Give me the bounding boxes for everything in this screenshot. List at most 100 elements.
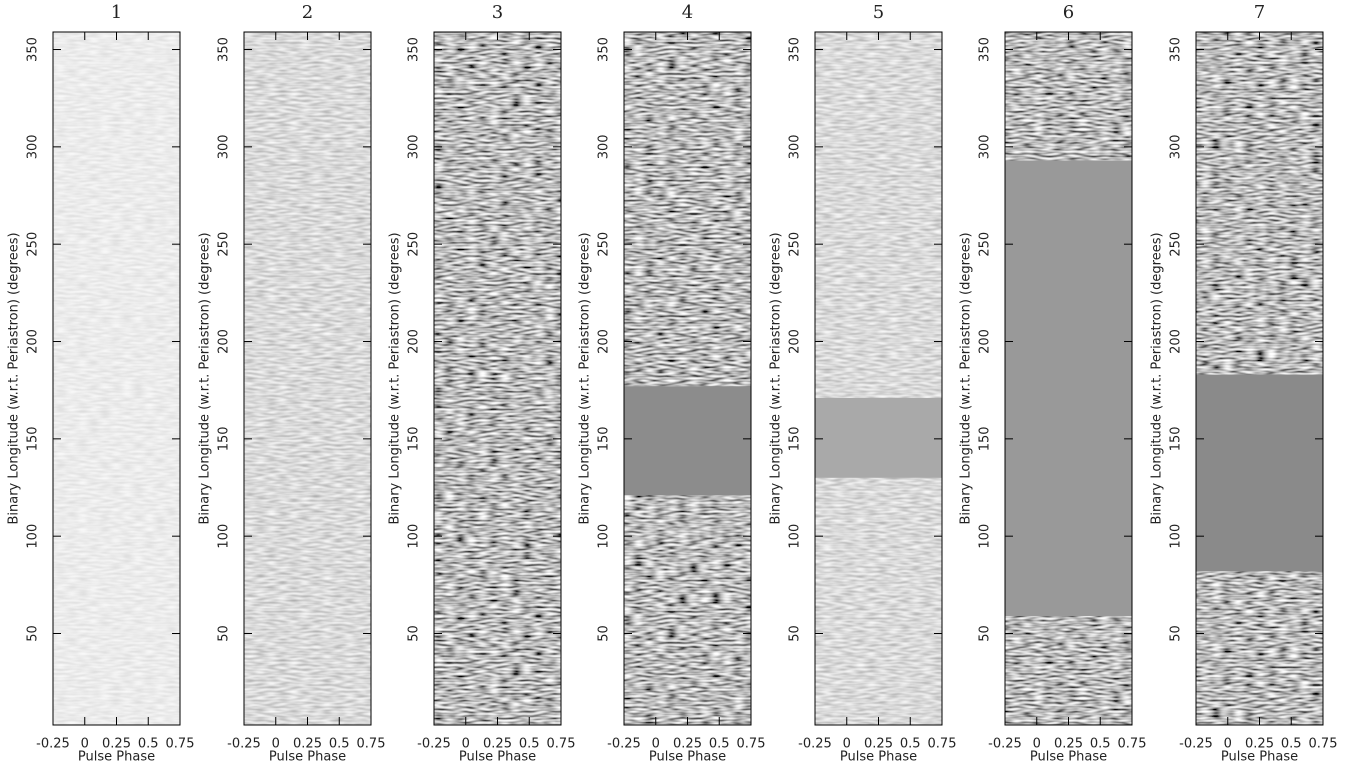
y-tick-label: 300 bbox=[217, 134, 232, 159]
y-tick-label: 100 bbox=[978, 524, 993, 549]
y-tick-label: 250 bbox=[26, 232, 41, 257]
x-axis-label: Pulse Phase bbox=[1221, 750, 1298, 765]
x-axis-label: Pulse Phase bbox=[1030, 750, 1107, 765]
x-tick-label: -0.25 bbox=[36, 737, 70, 752]
x-tick-label: -0.25 bbox=[988, 737, 1022, 752]
y-tick-label: 150 bbox=[407, 426, 422, 451]
heatmap-image bbox=[434, 32, 561, 725]
x-tick-label: 0 bbox=[843, 737, 851, 752]
y-axis-label: Binary Longitude (w.r.t. Periastron) (de… bbox=[959, 232, 974, 524]
x-tick-label: 0.25 bbox=[1245, 737, 1274, 752]
panel-title: 7 bbox=[1254, 2, 1265, 23]
y-tick-label: 350 bbox=[978, 37, 993, 62]
x-tick-label: -0.25 bbox=[607, 737, 641, 752]
x-tick-label: 0.75 bbox=[928, 737, 957, 752]
panel-title: 1 bbox=[111, 2, 122, 23]
y-tick-label: 350 bbox=[26, 37, 41, 62]
x-tick-label: -0.25 bbox=[798, 737, 832, 752]
y-tick-label: 300 bbox=[1169, 134, 1184, 159]
y-tick-label: 150 bbox=[1169, 426, 1184, 451]
panel-title: 4 bbox=[682, 2, 693, 23]
y-tick-label: 100 bbox=[217, 524, 232, 549]
y-axis-label: Binary Longitude (w.r.t. Periastron) (de… bbox=[198, 232, 213, 524]
x-tick-label: 0.5 bbox=[1281, 737, 1302, 752]
y-tick-label: 100 bbox=[407, 524, 422, 549]
x-axis-label: Pulse Phase bbox=[78, 750, 155, 765]
panel-title: 5 bbox=[873, 2, 884, 23]
panel: 4 -0.25 0 0.25 0.5 0.75 50 100 150 200 250 300 350 Pu… bbox=[578, 2, 766, 765]
y-tick-label: 50 bbox=[26, 625, 41, 642]
y-axis-label: Binary Longitude (w.r.t. Periastron) (de… bbox=[769, 232, 784, 524]
x-tick-label: 0.75 bbox=[166, 737, 195, 752]
y-tick-label: 100 bbox=[1169, 524, 1184, 549]
gap-band bbox=[1005, 160, 1132, 616]
x-tick-label: 0.5 bbox=[900, 737, 921, 752]
y-tick-label: 50 bbox=[217, 625, 232, 642]
y-tick-label: 200 bbox=[1169, 329, 1184, 354]
y-tick-label: 50 bbox=[978, 625, 993, 642]
x-tick-label: 0.25 bbox=[1054, 737, 1083, 752]
y-tick-label: 350 bbox=[788, 37, 803, 62]
y-tick-label: 100 bbox=[26, 524, 41, 549]
panel: 7 -0.25 0 0.25 0.5 0.75 50 100 150 200 250 300 350 Pu… bbox=[1150, 2, 1338, 765]
y-tick-label: 200 bbox=[217, 329, 232, 354]
x-tick-label: 0.5 bbox=[519, 737, 540, 752]
y-axis-label: Binary Longitude (w.r.t. Periastron) (de… bbox=[578, 232, 593, 524]
y-tick-label: 150 bbox=[597, 426, 612, 451]
y-tick-label: 150 bbox=[978, 426, 993, 451]
y-tick-label: 100 bbox=[597, 524, 612, 549]
panel: 2 -0.25 0 0.25 0.5 0.75 50 100 150 200 250 300 350 Pu… bbox=[198, 2, 386, 765]
gap-band bbox=[624, 386, 751, 496]
y-tick-label: 300 bbox=[788, 134, 803, 159]
y-tick-label: 50 bbox=[1169, 625, 1184, 642]
x-tick-label: -0.25 bbox=[227, 737, 261, 752]
y-tick-label: 250 bbox=[1169, 232, 1184, 257]
y-tick-label: 250 bbox=[597, 232, 612, 257]
y-tick-label: 250 bbox=[788, 232, 803, 257]
x-tick-label: 0.25 bbox=[293, 737, 322, 752]
x-tick-label: 0.5 bbox=[1090, 737, 1111, 752]
y-tick-label: 350 bbox=[1169, 37, 1184, 62]
y-tick-label: 200 bbox=[26, 329, 41, 354]
y-tick-label: 50 bbox=[788, 625, 803, 642]
y-axis-label: Binary Longitude (w.r.t. Periastron) (de… bbox=[1150, 232, 1165, 524]
panel: 1 -0.25 0 0.25 0.5 0.75 50 100 150 200 250 300 350 Pu… bbox=[7, 2, 195, 765]
gap-band bbox=[1196, 374, 1323, 572]
y-tick-label: 250 bbox=[407, 232, 422, 257]
x-tick-label: 0.25 bbox=[102, 737, 131, 752]
y-tick-label: 150 bbox=[217, 426, 232, 451]
gap-band bbox=[815, 397, 942, 478]
x-tick-label: 0.25 bbox=[673, 737, 702, 752]
x-tick-label: 0 bbox=[652, 737, 660, 752]
x-tick-label: 0 bbox=[1224, 737, 1232, 752]
panel-title: 3 bbox=[492, 2, 503, 23]
y-tick-label: 50 bbox=[407, 625, 422, 642]
y-tick-label: 300 bbox=[407, 134, 422, 159]
x-tick-label: 0 bbox=[272, 737, 280, 752]
x-tick-label: -0.25 bbox=[417, 737, 451, 752]
y-tick-label: 300 bbox=[26, 134, 41, 159]
y-tick-label: 150 bbox=[26, 426, 41, 451]
panel: 5 -0.25 0 0.25 0.5 0.75 50 100 150 200 250 300 350 Pu… bbox=[769, 2, 957, 765]
y-tick-label: 300 bbox=[978, 134, 993, 159]
x-tick-label: 0.5 bbox=[138, 737, 159, 752]
x-tick-label: 0.75 bbox=[1309, 737, 1338, 752]
y-tick-label: 250 bbox=[217, 232, 232, 257]
y-tick-label: 200 bbox=[597, 329, 612, 354]
x-axis-label: Pulse Phase bbox=[459, 750, 536, 765]
y-tick-label: 300 bbox=[597, 134, 612, 159]
y-tick-label: 350 bbox=[217, 37, 232, 62]
x-axis-label: Pulse Phase bbox=[840, 750, 917, 765]
y-axis-label: Binary Longitude (w.r.t. Periastron) (de… bbox=[388, 232, 403, 524]
y-tick-label: 100 bbox=[788, 524, 803, 549]
heatmap-image bbox=[624, 32, 751, 725]
y-tick-label: 200 bbox=[407, 329, 422, 354]
y-tick-label: 250 bbox=[978, 232, 993, 257]
heatmap-image bbox=[815, 32, 942, 725]
heatmap-image bbox=[244, 32, 371, 725]
y-tick-label: 50 bbox=[597, 625, 612, 642]
panel-title: 6 bbox=[1063, 2, 1074, 23]
x-tick-label: 0.25 bbox=[483, 737, 512, 752]
x-tick-label: 0.25 bbox=[864, 737, 893, 752]
y-tick-label: 350 bbox=[407, 37, 422, 62]
